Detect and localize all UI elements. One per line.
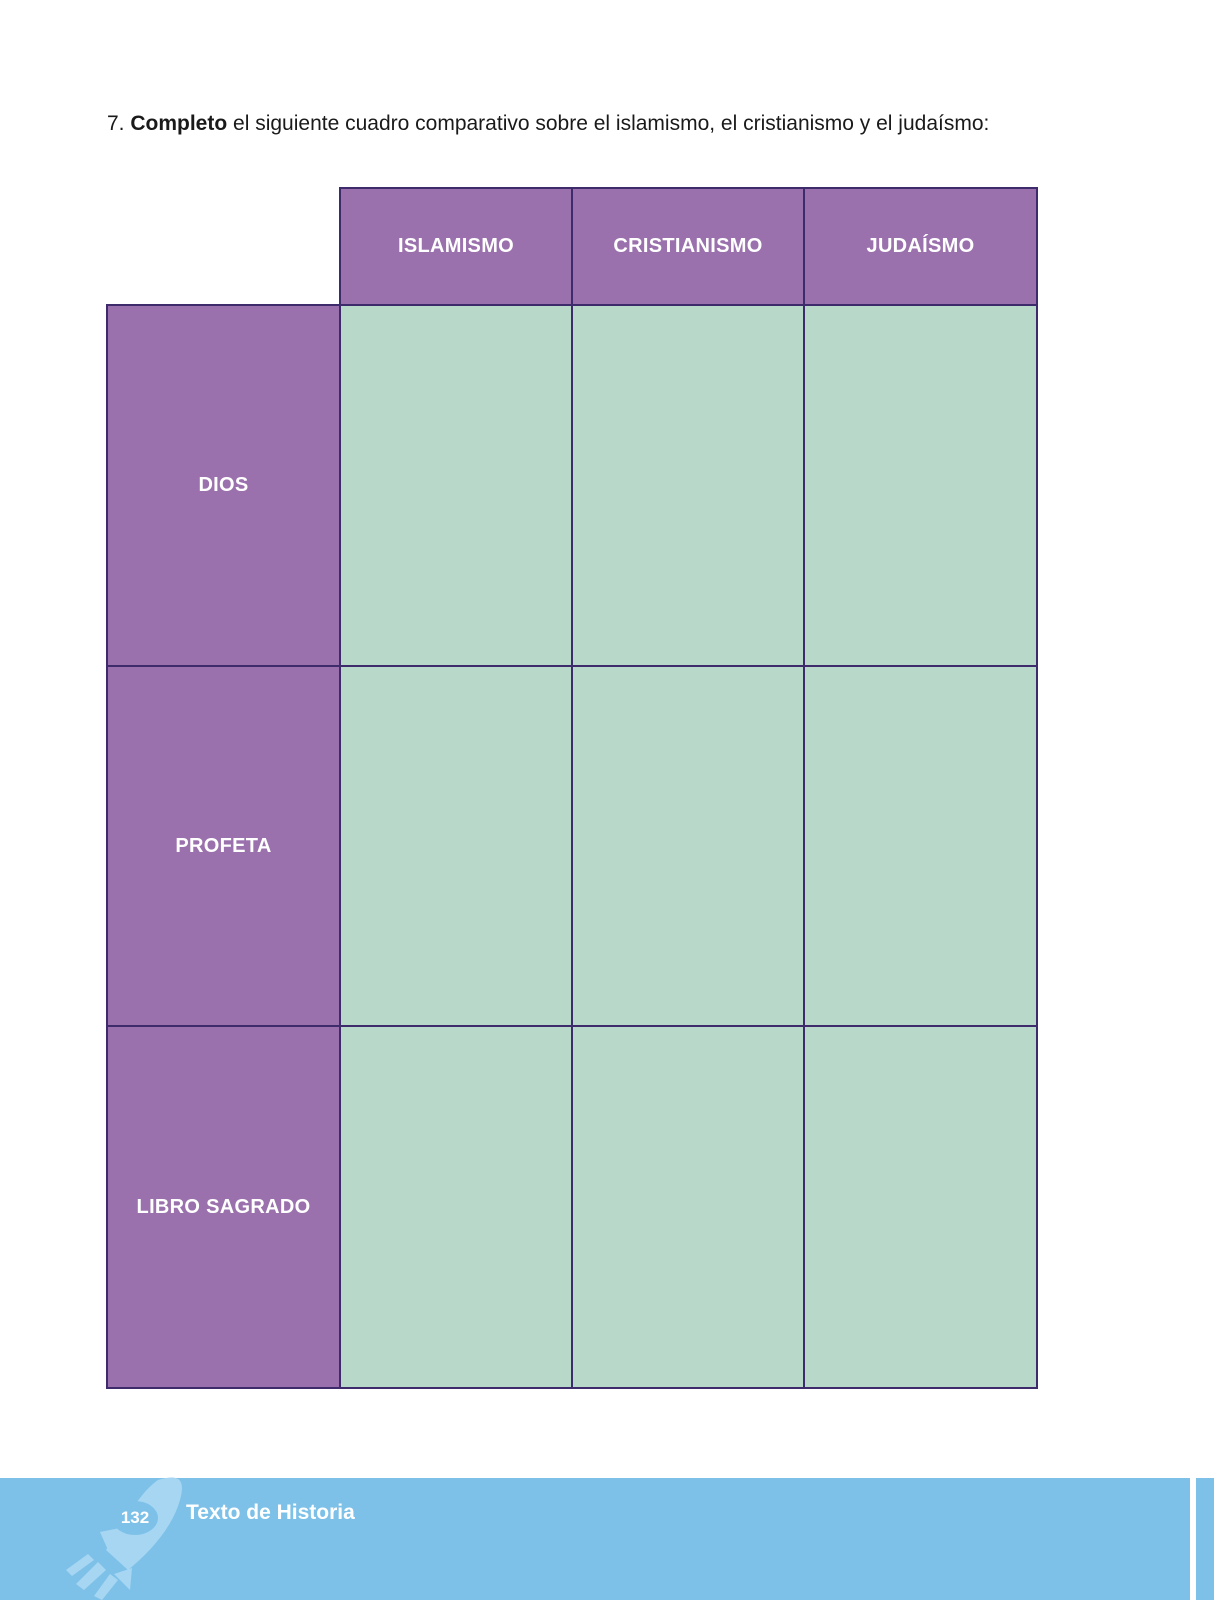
column-header-cristianismo: CRISTIANISMO — [571, 187, 805, 306]
answer-cell-libro-islamismo[interactable] — [339, 1025, 573, 1389]
row-header-libro-sagrado: LIBRO SAGRADO — [106, 1025, 341, 1389]
answer-cell-profeta-cristianismo[interactable] — [571, 665, 805, 1027]
answer-cell-profeta-judaismo[interactable] — [803, 665, 1038, 1027]
row-header-label: PROFETA — [175, 834, 272, 857]
book-title: Texto de Historia — [186, 1501, 355, 1524]
column-header-label: CRISTIANISMO — [613, 235, 763, 257]
row-header-dios: DIOS — [106, 304, 341, 667]
page-footer: 132 Texto de Historia — [0, 1477, 1214, 1600]
answer-cell-dios-judaismo[interactable] — [803, 304, 1038, 667]
activity-verb: Completo — [130, 112, 228, 135]
row-header-label: DIOS — [198, 474, 249, 496]
answer-cell-libro-judaismo[interactable] — [803, 1025, 1038, 1389]
footer-divider — [1190, 1478, 1196, 1600]
column-header-label: JUDAÍSMO — [866, 235, 975, 257]
answer-cell-dios-islamismo[interactable] — [339, 304, 573, 667]
column-header-label: ISLAMISMO — [397, 235, 515, 257]
row-header-profeta: PROFETA — [106, 665, 341, 1027]
column-header-islamismo: ISLAMISMO — [339, 187, 573, 306]
activity-instruction: 7. Completo el siguiente cuadro comparat… — [107, 110, 989, 138]
page-number: 132 — [112, 1501, 158, 1535]
answer-cell-dios-cristianismo[interactable] — [571, 304, 805, 667]
column-header-judaismo: JUDAÍSMO — [803, 187, 1038, 306]
activity-text: el siguiente cuadro comparativo sobre el… — [233, 112, 990, 135]
rocket-icon — [66, 1477, 182, 1600]
row-header-label: LIBRO SAGRADO — [136, 1195, 311, 1218]
activity-number: 7. — [107, 112, 125, 135]
answer-cell-profeta-islamismo[interactable] — [339, 665, 573, 1027]
answer-cell-libro-cristianismo[interactable] — [571, 1025, 805, 1389]
